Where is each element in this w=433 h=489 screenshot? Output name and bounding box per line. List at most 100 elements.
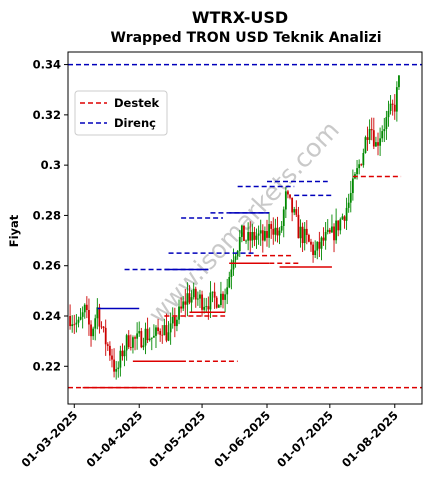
- candle-body: [255, 235, 258, 240]
- candle-body: [186, 293, 189, 305]
- candle-body: [207, 306, 210, 310]
- y-tick-label: 0.32: [33, 108, 61, 122]
- candle-body: [341, 216, 344, 220]
- candle-body: [245, 240, 247, 242]
- candle-body: [299, 226, 302, 239]
- candle-body: [372, 130, 375, 147]
- candle-body: [297, 214, 300, 239]
- candle-body: [111, 355, 113, 360]
- candle-body: [182, 301, 185, 309]
- candle-body: [228, 277, 231, 288]
- candle-body: [331, 226, 333, 233]
- candle-body: [368, 129, 371, 140]
- candle-body: [232, 260, 235, 270]
- candle-body: [106, 344, 109, 346]
- x-tick-label: 01-05-2025: [146, 408, 208, 470]
- legend-label: Direnç: [114, 116, 156, 130]
- x-tick-label: 01-06-2025: [211, 408, 273, 470]
- candle-body: [230, 269, 233, 278]
- candle-body: [209, 292, 212, 310]
- candle-body: [253, 232, 256, 240]
- level-lines-layer: [68, 63, 422, 389]
- y-tick-label: 0.28: [33, 208, 61, 222]
- candle-body: [282, 209, 285, 226]
- candle-body: [251, 232, 254, 241]
- candle-body: [322, 237, 325, 241]
- candle-body: [243, 225, 245, 241]
- candle-body: [121, 350, 124, 357]
- candle-body: [140, 331, 143, 348]
- candle-body: [194, 288, 197, 300]
- candles-layer: [69, 75, 400, 380]
- y-tick-label: 0.3: [41, 158, 61, 172]
- candle-body: [224, 294, 227, 300]
- candle-body: [77, 319, 80, 323]
- candle-body: [148, 338, 151, 341]
- candle-body: [343, 216, 346, 221]
- candle-body: [266, 231, 268, 238]
- candle-body: [391, 103, 394, 105]
- candle-body: [314, 250, 317, 256]
- candle-body: [203, 306, 206, 310]
- candle-body: [393, 104, 396, 112]
- candle-body: [398, 75, 400, 88]
- candle-body: [176, 319, 178, 327]
- legend-box: [74, 90, 168, 136]
- candle-body: [387, 110, 390, 118]
- candle-body: [328, 229, 331, 233]
- candle-body: [199, 294, 201, 299]
- candle-body: [291, 197, 294, 213]
- candle-body: [385, 117, 388, 130]
- candle-body: [335, 220, 338, 241]
- candle-body: [205, 306, 208, 308]
- candle-body: [217, 305, 220, 308]
- candle-body: [247, 232, 250, 241]
- candle-body: [69, 316, 71, 327]
- candle-body: [180, 306, 183, 309]
- candle-body: [366, 137, 369, 140]
- candle-body: [259, 230, 262, 234]
- candle-body: [136, 333, 139, 339]
- candle-body: [155, 327, 157, 336]
- candle-body: [79, 316, 82, 320]
- candle-body: [339, 219, 342, 231]
- candle-body: [184, 301, 187, 305]
- candle-body: [171, 316, 174, 324]
- candle-body: [159, 331, 162, 335]
- candle-body: [213, 291, 216, 298]
- candle-body: [270, 224, 273, 229]
- candle-body: [142, 345, 145, 348]
- candle-body: [152, 335, 155, 338]
- candle-body: [307, 234, 310, 242]
- candle-body: [123, 350, 126, 357]
- candle-body: [88, 310, 90, 325]
- candle-body: [146, 328, 149, 341]
- candle-body: [83, 304, 86, 313]
- candle-body: [351, 178, 354, 194]
- candle-body: [395, 87, 398, 112]
- candle-body: [383, 129, 386, 132]
- candle-body: [318, 241, 321, 249]
- legend-label: Destek: [114, 96, 159, 110]
- candle-body: [119, 350, 122, 368]
- candle-body: [196, 298, 199, 300]
- candle-body: [276, 227, 279, 236]
- candle-body: [337, 220, 340, 231]
- candle-body: [178, 306, 180, 320]
- candle-body: [257, 233, 260, 236]
- candle-body: [316, 241, 319, 251]
- candle-body: [284, 191, 287, 210]
- candle-body: [358, 164, 361, 169]
- candle-body: [305, 228, 308, 235]
- candle-body: [362, 152, 365, 166]
- candle-body: [211, 291, 214, 293]
- candle-body: [75, 322, 78, 325]
- candle-body: [274, 227, 277, 235]
- candle-body: [102, 326, 105, 328]
- candle-body: [215, 297, 218, 308]
- candle-body: [289, 194, 291, 198]
- candle-body: [333, 226, 335, 241]
- candle-body: [115, 369, 118, 372]
- candle-body: [220, 293, 222, 306]
- candle-body: [129, 347, 132, 348]
